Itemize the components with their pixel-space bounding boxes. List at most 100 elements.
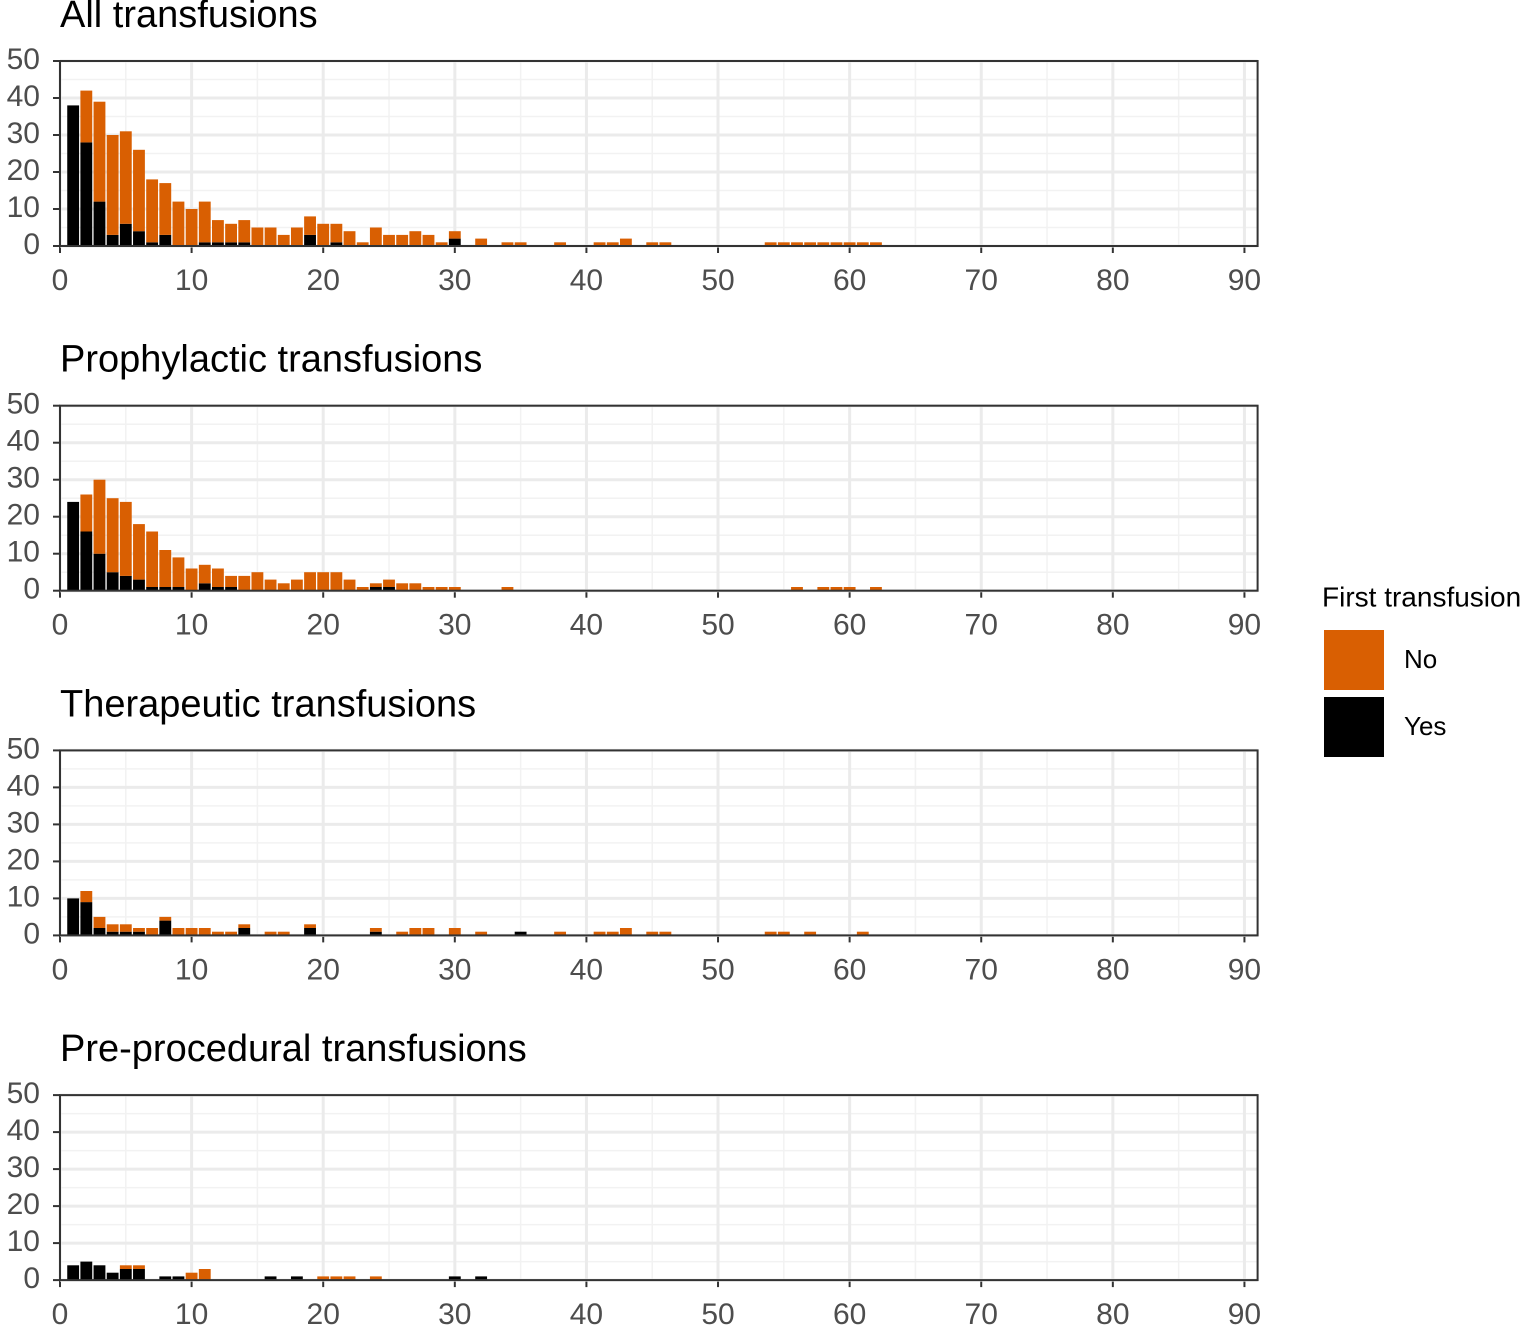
- bar: [277, 234, 290, 246]
- x-tick-label: 0: [52, 1298, 69, 1329]
- bar: [198, 201, 211, 243]
- x-tick-label: 80: [1096, 264, 1129, 297]
- x-tick-label: 10: [175, 1298, 208, 1329]
- bar: [369, 583, 382, 587]
- x-tick-label: 50: [701, 609, 734, 642]
- bar: [369, 931, 382, 936]
- y-tick-label: 30: [7, 1151, 40, 1184]
- bar: [225, 587, 238, 591]
- bar: [172, 201, 185, 246]
- bar: [172, 1276, 185, 1281]
- bar: [93, 916, 106, 928]
- bar: [791, 587, 803, 591]
- bar: [777, 931, 790, 936]
- bar: [422, 234, 435, 246]
- bar: [448, 587, 461, 591]
- bar: [119, 131, 132, 224]
- x-tick-label: 80: [1096, 953, 1129, 986]
- x-tick-label: 40: [570, 264, 603, 297]
- bar: [514, 242, 527, 246]
- y-tick-label: 20: [7, 499, 40, 532]
- bar: [343, 231, 356, 246]
- legend-key: [1324, 630, 1384, 690]
- bar: [133, 928, 145, 932]
- bar: [817, 242, 830, 246]
- x-tick-label: 70: [965, 1298, 998, 1329]
- bar: [106, 924, 119, 932]
- bar: [106, 572, 119, 591]
- bar: [409, 231, 422, 246]
- bar: [646, 242, 659, 246]
- bar: [870, 587, 882, 591]
- bar: [93, 201, 106, 246]
- bar: [383, 579, 395, 587]
- bar: [212, 587, 224, 591]
- x-tick-label: 0: [52, 953, 69, 986]
- bar: [238, 924, 251, 928]
- bar: [106, 1272, 119, 1281]
- bar: [251, 227, 264, 246]
- bar: [290, 227, 303, 246]
- bar: [225, 931, 238, 936]
- x-tick-label: 40: [570, 953, 603, 986]
- bar: [80, 494, 93, 532]
- bar: [225, 223, 238, 243]
- panel-title: Therapeutic transfusions: [60, 683, 476, 725]
- bar: [593, 242, 606, 246]
- bar: [119, 1265, 132, 1269]
- bar: [133, 149, 145, 232]
- y-tick-label: 10: [7, 1225, 40, 1258]
- y-tick-label: 30: [7, 806, 40, 839]
- bar: [133, 1269, 145, 1281]
- x-tick-label: 30: [438, 264, 471, 297]
- bar: [159, 587, 172, 591]
- bar: [159, 234, 172, 246]
- y-tick-label: 0: [23, 573, 40, 606]
- x-tick-label: 50: [701, 264, 734, 297]
- bar: [422, 587, 435, 591]
- bar: [659, 242, 672, 246]
- bar: [119, 924, 132, 932]
- x-tick-label: 70: [965, 609, 998, 642]
- bar: [448, 231, 461, 239]
- bar: [764, 242, 777, 246]
- bar: [304, 216, 316, 235]
- bar: [764, 931, 777, 936]
- bar: [501, 587, 514, 591]
- bar: [119, 223, 132, 246]
- bar: [264, 931, 277, 936]
- bar: [185, 1272, 198, 1281]
- bar: [172, 928, 185, 936]
- bar: [317, 223, 330, 246]
- y-tick-label: 30: [7, 462, 40, 495]
- bar: [212, 220, 224, 243]
- x-tick-label: 70: [965, 264, 998, 297]
- bar: [264, 227, 277, 246]
- x-tick-label: 60: [833, 609, 866, 642]
- bar: [185, 568, 198, 591]
- bar: [80, 90, 93, 143]
- bar: [198, 564, 211, 584]
- bar: [93, 1265, 106, 1281]
- bar: [198, 928, 211, 936]
- bar: [330, 572, 343, 591]
- x-tick-label: 90: [1228, 1298, 1261, 1329]
- bar: [422, 928, 435, 936]
- panel-border: [59, 749, 1259, 937]
- y-tick-label: 40: [7, 80, 40, 113]
- x-tick-label: 40: [570, 609, 603, 642]
- bar: [304, 928, 316, 936]
- bar: [330, 242, 343, 246]
- bar: [93, 479, 106, 554]
- y-tick-label: 50: [7, 388, 40, 421]
- legend-label: Yes: [1404, 711, 1446, 741]
- bar: [554, 242, 567, 246]
- bar: [409, 928, 422, 936]
- bar: [159, 920, 172, 936]
- bar: [317, 1276, 330, 1281]
- bar: [198, 242, 211, 246]
- bar: [435, 242, 448, 246]
- bar: [159, 550, 172, 587]
- bar: [290, 579, 303, 591]
- y-tick-label: 20: [7, 843, 40, 876]
